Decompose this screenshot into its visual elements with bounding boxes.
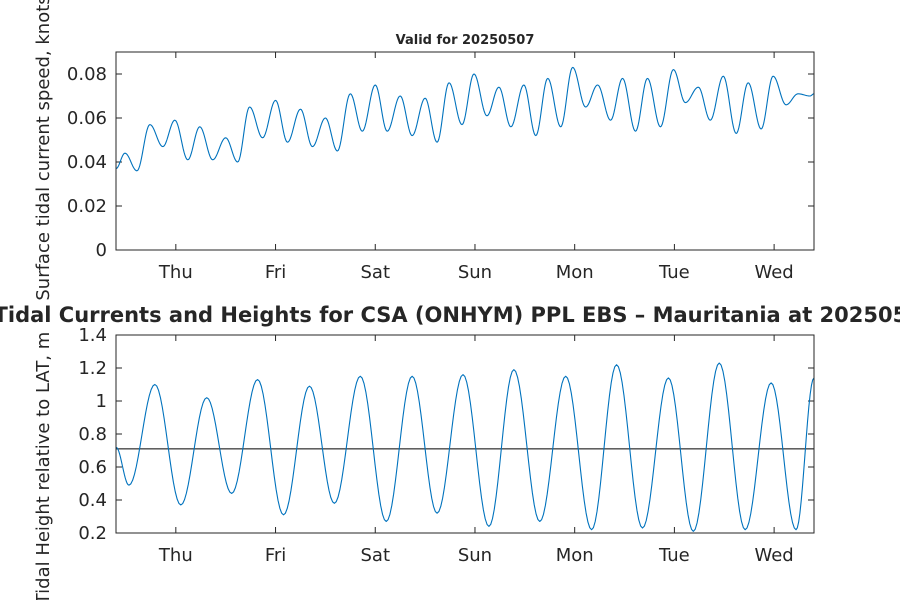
top-xtick-label: Sat [360,262,390,283]
bottom-xtick-label: Sat [360,545,390,566]
top-xtick-label: Sun [458,262,492,283]
bottom-xtick-label: Tue [658,545,690,566]
bottom-ytick-label: 1 [96,391,107,412]
bottom-ytick-label: 0.2 [78,523,107,544]
tidal-height-panel: Tidal Currents and Heights for CSA (ONHY… [0,303,900,600]
top-ytick-label: 0.02 [67,196,107,217]
bottom-xtick-label: Thu [158,545,193,566]
top-xtick-label: Tue [658,262,690,283]
top-ytick-label: 0 [96,240,107,261]
top-xtick-label: Mon [556,262,594,283]
top-plot-frame [115,51,815,251]
bottom-xtick-label: Wed [754,545,793,566]
bottom-series-line [115,362,815,532]
top-ytick-label: 0.08 [67,64,107,85]
main-title: Tidal Currents and Heights for CSA (ONHY… [0,303,900,327]
top-ytick-label: 0.04 [67,152,107,173]
top-x-ticks: Thu Fri Sat Sun Mon Tue Wed [158,52,794,283]
bottom-series-group [115,362,815,532]
top-panel-ylabel: Surface tidal current speed, knots [33,0,54,301]
bottom-xtick-label: Sun [458,545,492,566]
bottom-x-ticks: Thu Fri Sat Sun Mon Tue Wed [158,335,794,566]
bottom-ytick-label: 1.4 [78,325,107,346]
top-panel-title: Valid for 20250507 [396,33,535,48]
top-xtick-label: Fri [265,262,286,283]
top-xtick-label: Thu [158,262,193,283]
bottom-panel-ylabel: Tidal Height relative to LAT, m [33,332,54,600]
bottom-ytick-label: 0.8 [78,424,107,445]
top-ytick-label: 0.06 [67,108,107,129]
bottom-xtick-label: Fri [265,545,286,566]
bottom-plot-frame [115,334,815,534]
bottom-xtick-label: Mon [556,545,594,566]
bottom-ytick-label: 0.4 [78,490,107,511]
bottom-ytick-label: 1.2 [78,358,107,379]
bottom-y-ticks: 0.2 0.4 0.6 0.8 1 1.2 1.4 [78,325,814,544]
top-xtick-label: Wed [754,262,793,283]
top-y-ticks: 0 0.02 0.04 0.06 0.08 [67,64,814,261]
current-speed-panel: Valid for 20250507 Surface tidal current… [33,0,815,301]
bottom-ytick-label: 0.6 [78,457,107,478]
top-series-group [115,66,815,172]
top-series-line [115,66,815,172]
